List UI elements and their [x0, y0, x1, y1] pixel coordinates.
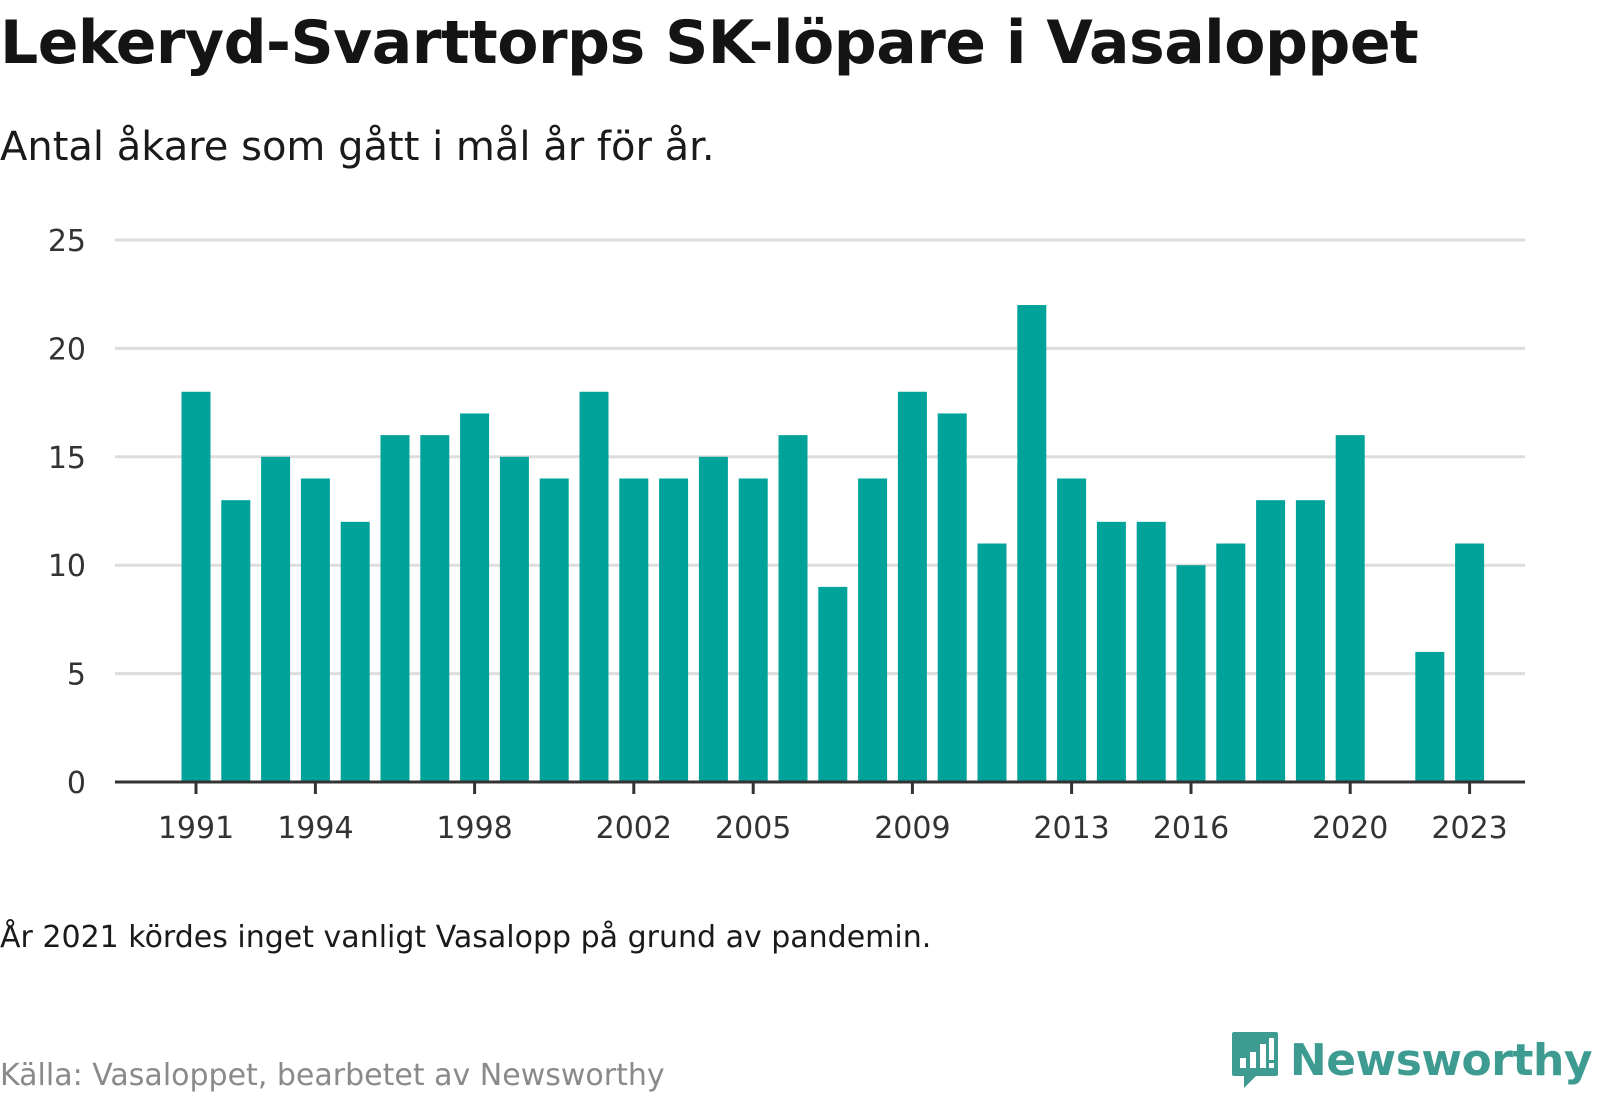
bar-1992: [221, 500, 251, 782]
bar-1994: [300, 478, 330, 782]
x-tick-label-1998: 1998: [436, 811, 512, 846]
newsworthy-logo-icon: [1231, 1032, 1278, 1088]
chart-title: Lekeryd-Svarttorps SK-löpare i Vasaloppe…: [0, 8, 1419, 78]
bar-2022: [1415, 651, 1445, 782]
bar-1996: [380, 435, 410, 782]
x-tick-label-2016: 2016: [1153, 811, 1229, 846]
bar-1993: [261, 456, 291, 782]
bar-2018: [1256, 500, 1286, 782]
bar-1999: [499, 456, 529, 782]
bar-2005: [738, 478, 768, 782]
bar-2020: [1335, 435, 1365, 782]
y-axis-tick-labels: 0 5 10 15 20 25: [48, 224, 86, 801]
x-tick-label-1991: 1991: [158, 811, 234, 846]
x-axis-ticks: 1991 1994 1998 2002 2005 2009 2013 2016 2020 2023: [158, 782, 1508, 846]
bar-2003: [659, 478, 689, 782]
y-tick-label-25: 25: [48, 224, 86, 259]
bar-chart: 0 5 10 15 20 25 1991 1994 1998 2002 2005 2009 2013 2…: [48, 224, 1525, 846]
y-tick-label-5: 5: [67, 658, 86, 693]
bar-2000: [539, 478, 569, 782]
x-tick-label-2023: 2023: [1431, 811, 1507, 846]
y-tick-label-15: 15: [48, 441, 86, 476]
y-tick-label-0: 0: [67, 766, 86, 801]
bars: [181, 305, 1485, 782]
bar-2016: [1176, 565, 1206, 782]
newsworthy-brand: Newsworthy: [1230, 1030, 1593, 1090]
source-credit: Källa: Vasaloppet, bearbetet av Newswort…: [0, 1058, 665, 1093]
bar-1998: [460, 413, 490, 782]
bar-2023: [1455, 543, 1485, 782]
x-tick-label-1994: 1994: [277, 811, 353, 846]
footnote: År 2021 kördes inget vanligt Vasalopp på…: [0, 920, 932, 955]
brand-name: Newsworthy: [1289, 1034, 1593, 1086]
x-tick-label-2020: 2020: [1312, 811, 1388, 846]
bar-1997: [420, 435, 450, 782]
bar-2011: [977, 543, 1007, 782]
bar-2004: [698, 456, 728, 782]
x-tick-label-2002: 2002: [596, 811, 672, 846]
bar-2017: [1216, 543, 1246, 782]
bar-2007: [818, 586, 848, 782]
bar-2006: [778, 435, 808, 782]
bar-1991: [181, 391, 211, 782]
bar-2001: [579, 391, 609, 782]
bar-2009: [897, 391, 927, 782]
bar-2012: [1017, 305, 1047, 782]
x-tick-label-2013: 2013: [1033, 811, 1109, 846]
bar-2019: [1295, 500, 1325, 782]
bar-2015: [1136, 521, 1166, 782]
bar-1995: [340, 521, 370, 782]
bar-2002: [619, 478, 649, 782]
bar-2008: [858, 478, 888, 782]
bar-2014: [1096, 521, 1126, 782]
y-tick-label-20: 20: [48, 332, 86, 367]
chart-subtitle: Antal åkare som gått i mål år för år.: [0, 124, 715, 170]
bar-2013: [1057, 478, 1087, 782]
x-tick-label-2009: 2009: [874, 811, 950, 846]
x-tick-label-2005: 2005: [715, 811, 791, 846]
y-tick-label-10: 10: [48, 549, 86, 584]
bar-2010: [937, 413, 967, 782]
